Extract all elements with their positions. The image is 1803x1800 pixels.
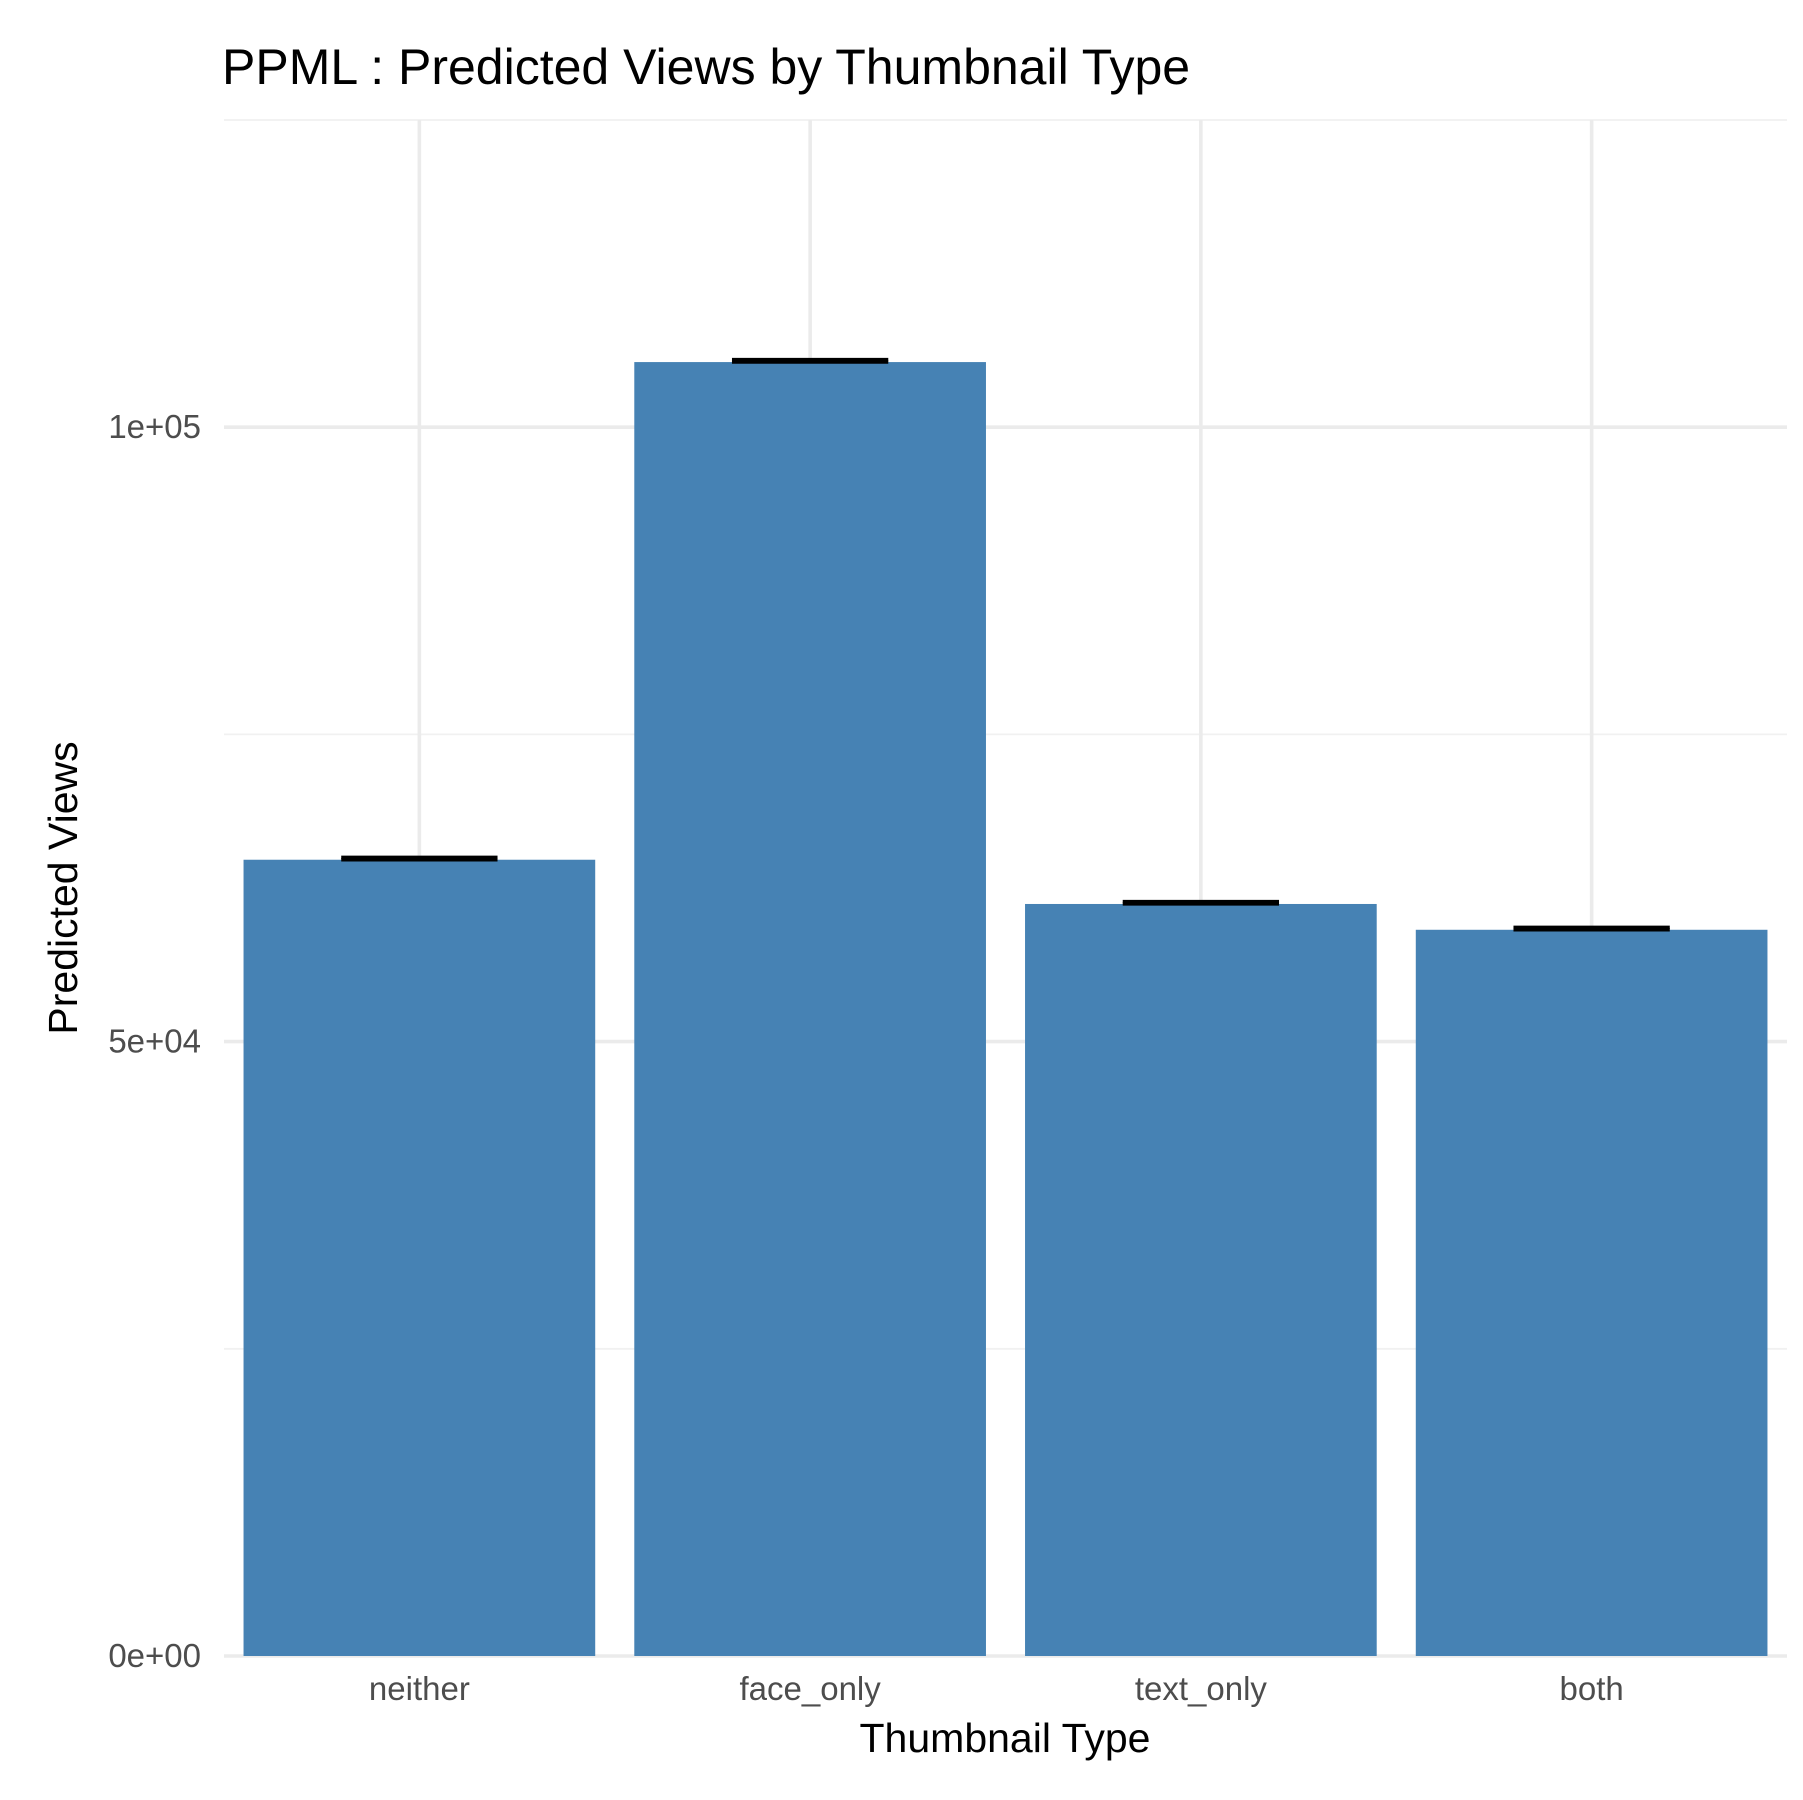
errorbar-text_only (1122, 899, 1280, 906)
y-axis-ticks: 0e+00 5e+04 1e+05 (108, 408, 201, 1674)
bar-both (1415, 929, 1768, 1656)
x-tick-label-both: both (1560, 1670, 1624, 1707)
y-axis-title: Predicted Views (40, 741, 86, 1034)
errorbar-neither (341, 855, 498, 862)
bar-face_only (634, 362, 986, 1656)
x-tick-label-neither: neither (369, 1670, 470, 1707)
errorbar-face_only (731, 357, 889, 364)
bar-neither (243, 859, 596, 1656)
y-tick-label: 0e+00 (108, 1637, 201, 1674)
bars (243, 362, 1768, 1656)
bar-text_only (1025, 903, 1377, 1656)
chart-title: PPML : Predicted Views by Thumbnail Type (222, 39, 1190, 95)
y-tick-label: 1e+05 (108, 408, 201, 445)
errorbar-both (1513, 925, 1670, 932)
x-tick-label-face_only: face_only (739, 1670, 881, 1707)
error-bars (341, 357, 1670, 932)
y-tick-label: 5e+04 (108, 1023, 201, 1060)
x-tick-label-text_only: text_only (1135, 1670, 1268, 1707)
x-axis-title: Thumbnail Type (860, 1715, 1151, 1761)
x-axis-ticks: neither face_only text_only both (369, 1670, 1624, 1707)
